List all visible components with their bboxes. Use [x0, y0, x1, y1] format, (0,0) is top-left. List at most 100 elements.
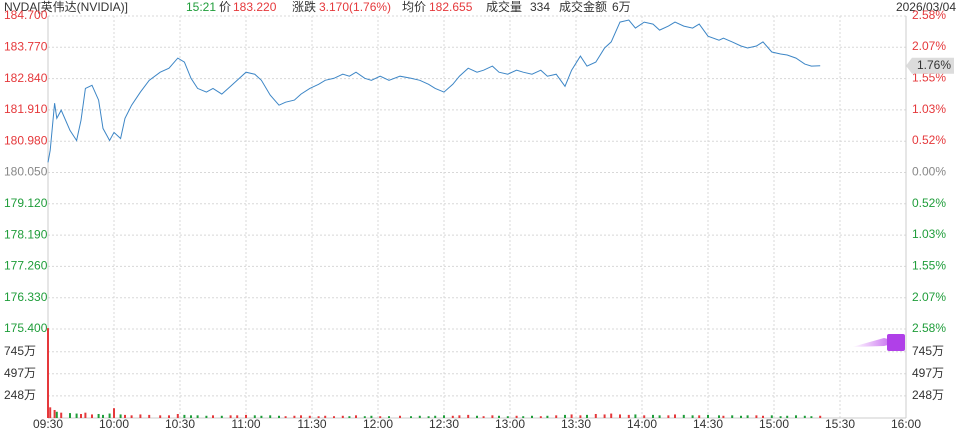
- avg: 182.655: [429, 0, 473, 14]
- volume-tick-label: 745万: [912, 344, 944, 358]
- y-tick-label: 184.700: [4, 8, 48, 22]
- volume-bar: [786, 415, 789, 418]
- y-tick-label: 183.770: [4, 39, 48, 53]
- y2-tick-label: 1.55%: [912, 259, 946, 273]
- volume-bar: [410, 416, 412, 418]
- volume-bar: [731, 415, 734, 418]
- change-label: 涨跌: [292, 0, 316, 14]
- volume-bar: [190, 415, 192, 418]
- amount-label: 成交金额: [559, 0, 607, 14]
- y-tick-label: 178.190: [4, 227, 48, 241]
- x-tick-label: 13:00: [495, 417, 525, 431]
- volume-bar: [467, 414, 470, 418]
- volume-bar: [722, 415, 725, 418]
- volume-bar: [634, 414, 637, 418]
- volume-bar: [674, 414, 676, 418]
- date: 2026/03/04: [896, 0, 956, 14]
- volume-bar: [434, 415, 437, 418]
- volume-label: 成交量: [486, 0, 522, 14]
- volume-bar: [212, 415, 214, 418]
- volume-bar: [176, 413, 179, 418]
- volume-bar: [579, 415, 582, 418]
- volume-tick-label: 497万: [4, 366, 36, 380]
- volume-bar: [570, 414, 573, 418]
- x-tick-label: 11:30: [297, 417, 326, 431]
- volume-bar: [196, 415, 199, 418]
- volume-bar: [643, 415, 646, 418]
- volume-bar: [284, 416, 287, 418]
- y2-tick-label: 2.58%: [912, 321, 946, 335]
- volume-bar: [810, 416, 813, 418]
- y-tick-label: 175.400: [4, 321, 48, 335]
- volume-bar: [819, 415, 822, 418]
- volume-bar: [348, 416, 351, 418]
- volume-bar: [148, 414, 151, 418]
- y2-tick-label: 1.55%: [912, 71, 946, 85]
- volume-bar: [522, 416, 525, 418]
- volume-bar: [159, 415, 162, 418]
- y-tick-label: 182.840: [4, 71, 48, 85]
- volume-tick-label: 497万: [912, 366, 944, 380]
- current-marker-label: 1.76%: [917, 58, 951, 72]
- volume-bar: [603, 414, 606, 418]
- volume-bar: [619, 414, 621, 418]
- time: 15:21: [186, 0, 216, 14]
- change: 3.170(1.76%): [319, 0, 391, 14]
- volume-bar: [84, 412, 87, 418]
- volume-bar: [762, 415, 764, 418]
- volume-bar: [795, 415, 797, 418]
- volume-bar: [594, 413, 597, 418]
- y2-tick-label: 0.00%: [912, 165, 946, 179]
- volume-bar: [60, 412, 63, 418]
- volume-bar: [341, 415, 344, 418]
- volume-bar: [229, 415, 232, 418]
- volume-bar: [119, 414, 122, 418]
- volume-bar: [260, 415, 263, 418]
- volume: 334: [530, 0, 550, 14]
- x-tick-label: 15:30: [825, 417, 855, 431]
- volume-tick-label: 745万: [4, 344, 36, 358]
- y2-tick-label: 1.03%: [912, 227, 946, 241]
- x-tick-label: 10:30: [165, 417, 195, 431]
- volume-tick-label: 248万: [4, 388, 36, 402]
- volume-bar: [355, 415, 357, 418]
- x-tick-label: 10:00: [99, 417, 129, 431]
- volume-bar: [124, 414, 126, 418]
- volume-bar: [69, 413, 71, 418]
- volume-bar: [779, 416, 782, 418]
- volume-bar: [691, 415, 694, 418]
- indicator-square: [887, 334, 905, 351]
- volume-bar: [652, 414, 654, 418]
- volume-bar: [564, 414, 566, 418]
- volume-bar: [755, 415, 758, 418]
- volume-bar: [324, 415, 327, 418]
- y-tick-label: 180.980: [4, 133, 48, 147]
- volume-tick-label: 248万: [912, 388, 944, 402]
- volume-bar: [130, 415, 133, 418]
- volume-bar: [451, 415, 454, 418]
- volume-bar: [531, 415, 533, 418]
- y2-tick-label: 0.52%: [912, 196, 946, 210]
- y2-tick-label: 2.58%: [912, 8, 946, 22]
- volume-bar: [236, 415, 239, 418]
- volume-bar: [770, 415, 773, 418]
- volume-bar: [506, 416, 509, 418]
- volume-bar: [418, 415, 421, 418]
- y-tick-label: 179.120: [4, 196, 48, 210]
- volume-bar: [388, 416, 390, 418]
- volume-bar: [168, 415, 170, 418]
- volume-bar: [458, 415, 461, 418]
- current-marker-bg: [906, 57, 954, 74]
- volume-bar: [269, 415, 272, 418]
- volume-bar: [102, 414, 104, 418]
- volume-bar: [293, 415, 296, 418]
- volume-bar: [443, 415, 445, 418]
- volume-bar: [363, 416, 366, 418]
- price-line: [47, 19, 821, 163]
- volume-bar: [370, 415, 373, 418]
- y-tick-label: 181.910: [4, 102, 48, 116]
- volume-bar: [278, 415, 280, 418]
- volume-bar: [491, 415, 494, 418]
- volume-bar: [667, 415, 670, 418]
- volume-bar: [546, 415, 549, 418]
